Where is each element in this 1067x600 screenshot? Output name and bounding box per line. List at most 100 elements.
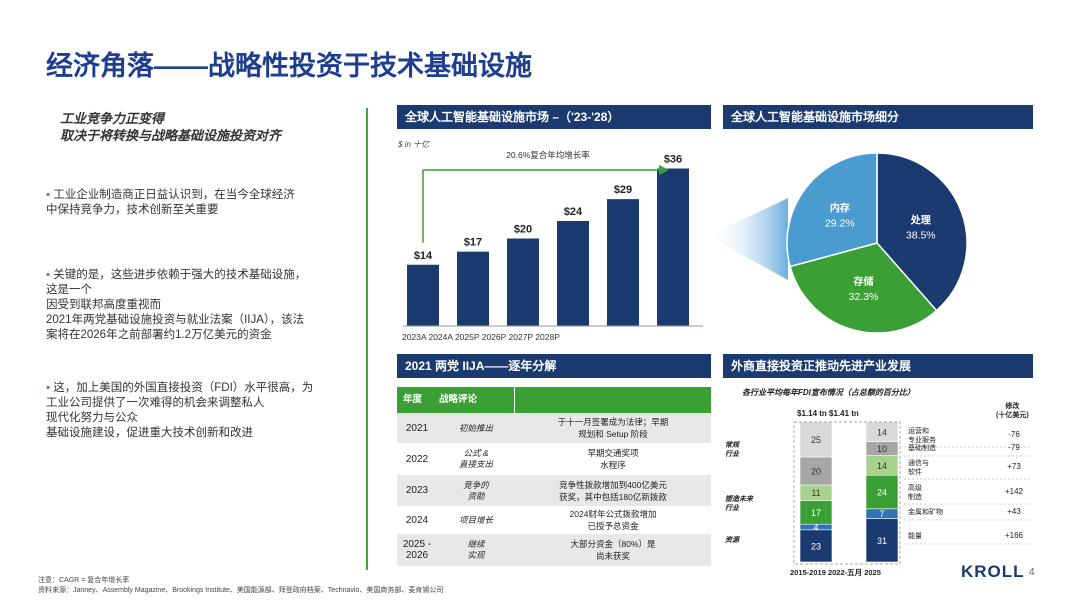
- market-bar: [507, 238, 539, 326]
- fdi-subtitle: 各行业平均每年FDI宣布情况（占总额的百分比）: [742, 388, 915, 397]
- col-header-review: 战略评论: [439, 387, 515, 413]
- fdi-change-header: 修改 (十亿美元): [996, 403, 1029, 419]
- fdi-segment-change: -76: [1008, 430, 1020, 439]
- fdi-segment-value: 25: [811, 435, 821, 445]
- fdi-segment: [865, 474, 899, 510]
- pie-slice-name: 存储: [854, 275, 874, 288]
- pie-slice: [789, 242, 938, 334]
- pie-slice-value: 29.2%: [825, 218, 855, 230]
- market-bar-value-label: $29: [614, 184, 632, 196]
- fdi-group-label: 塑造未来 行业: [725, 496, 753, 512]
- market-bar-value-label: $36: [664, 154, 682, 166]
- fdi-segment-value: 14: [877, 461, 887, 471]
- bullet-2: ▪ 关键的是，这些进步依赖于强大的技术基础设施， 这是一个 因受到联邦高度重视而…: [46, 268, 346, 343]
- unit-label: $ in 十亿: [398, 140, 430, 149]
- fdi-stacked-chart: 23 4 17 11 20 25 31 7 24 14 10 14 运营和专业服务 -76 基础制造 -79 通…: [793, 421, 1032, 565]
- iija-table-row: 2022 公式 & 直接支出 早期交通奖项 水程序: [397, 444, 711, 475]
- iija-description: 早期交通奖项 水程序: [587, 448, 639, 470]
- market-bar-value-label: $20: [514, 224, 532, 236]
- fdi-segment-value: 11: [811, 488, 820, 498]
- fdi-segment-value: 14: [877, 427, 887, 437]
- iija-stage-label: 公式 & 直接支出: [458, 448, 493, 469]
- iija-year: 2021: [405, 422, 429, 434]
- pie-slice: [876, 152, 968, 312]
- bullet-3: ▪ 这，加上美国的外国直接投资（FDI）水平很高，为 工业公司提供了一次难得的机…: [46, 381, 346, 441]
- bullet-dot-icon: ▪: [46, 382, 54, 394]
- fdi-segment-name: 通信与软件: [908, 458, 929, 476]
- fdi-segment-value: 24: [877, 488, 887, 498]
- fdi-segment-change: +73: [1007, 462, 1021, 471]
- fdi-group-label: 资源: [725, 537, 739, 544]
- market-panel-header: 全球人工智能基础设施市场 –（'23-'28）: [397, 105, 711, 129]
- fdi-x-labels: 2015-2019 2022-五月 2025: [790, 568, 881, 577]
- footnote: 注意：CAGR = 复合年增长率: [38, 577, 130, 584]
- bullet-line: 案将在2026年之前部署约1.2万亿美元的资金: [46, 329, 272, 341]
- fdi-segment-name: 基础制造: [908, 443, 936, 452]
- fdi-segment-value: 4: [813, 523, 818, 533]
- fdi-group-label: 常规 行业: [725, 442, 739, 458]
- market-bar: [657, 168, 689, 326]
- bullet-line: 2021年两党基础设施投资与就业法案（IIJA），该法: [46, 314, 305, 326]
- iija-stage-label: 竞争的 资助: [463, 479, 489, 501]
- bullet-line: 基础设施建设，促进重大技术创新和改进: [46, 427, 253, 439]
- bullet-dot-icon: ▪: [46, 269, 54, 281]
- iija-table-row: 2025 - 2026 继续 实现 大部分资金（80%）是 尚未获奖: [397, 534, 711, 567]
- pie-slice-value: 38.5%: [906, 229, 936, 241]
- bullet-line: 中保持竞争力，技术创新至关重要: [46, 204, 219, 216]
- iija-table: 年度 战略评论 2021 初始推出 于十一月签署成为法律；早期 规划和 Setup …: [397, 387, 711, 567]
- fdi-panel-header: 外商直接投资正推动先进产业发展: [723, 354, 1033, 378]
- iija-year: 2022: [405, 453, 429, 465]
- fdi-segment-value: 23: [811, 541, 821, 551]
- fdi-segment-change: +166: [1005, 531, 1024, 540]
- col-header-year: 年度: [403, 394, 423, 405]
- fdi-segment-value: 10: [877, 444, 887, 454]
- fdi-segment-change: +142: [1005, 487, 1024, 496]
- fdi-segment-name: 运营和专业服务: [908, 426, 936, 444]
- headline: 工业竞争力正变得 取决于将转换与战略基础设施投资对齐: [60, 110, 281, 144]
- segment-panel-header: 全球人工智能基础设施市场细分: [723, 105, 1033, 129]
- iija-description: 大部分资金（80%）是 尚未获奖: [570, 539, 656, 561]
- bullet-dot-icon: ▪: [46, 189, 54, 201]
- brand-logo: KROLL: [961, 562, 1025, 581]
- iija-year: 2023: [405, 485, 429, 496]
- fdi-segment-value: 31: [877, 536, 887, 546]
- headline-line: 工业竞争力正变得: [60, 111, 165, 126]
- iija-stage-label: 初始推出: [458, 422, 493, 433]
- market-bar: [407, 264, 439, 326]
- bullet-line: ▪ 关键的是，这些进步依赖于强大的技术基础设施，: [46, 269, 307, 281]
- fdi-segment-name: 高级制造: [908, 483, 922, 501]
- x-axis-labels: 2023A 2024A 2025P 2026P 2027P 2028P: [402, 332, 560, 342]
- iija-year: 2024: [405, 514, 429, 526]
- footnote: 资料来源：Janney、Assembly Magazine、Brookings …: [38, 587, 444, 594]
- iija-description: 于十一月签署成为法律；早期 规划和 Setup 阶段: [557, 417, 669, 439]
- bullet-line: ▪ 这，加上美国的外国直接投资（FDI）水平很高，为: [46, 382, 314, 394]
- market-bar-value-label: $14: [414, 250, 433, 262]
- page-title: 经济角落——战略性投资于技术基础设施: [46, 51, 532, 81]
- market-bar: [457, 251, 489, 326]
- pie-slice-name: 内存: [830, 202, 850, 215]
- fdi-segment: [799, 529, 833, 563]
- iija-table-header: 年度 战略评论: [397, 387, 711, 413]
- bullet-line: ▪ 工业企业制造商正日益认识到，在当今全球经济: [46, 189, 295, 201]
- cagr-label: 20.6%复合年均增长率: [506, 150, 590, 160]
- fdi-segment-name: 能量: [908, 531, 922, 540]
- iija-year: 2025 - 2026: [402, 539, 432, 561]
- market-bar: [557, 221, 589, 326]
- iija-table-row: 2024 项目增长 2024财年公式拨款增加 已授予总资金: [397, 507, 711, 534]
- fdi-segment-value: 17: [811, 508, 821, 518]
- market-bar-value-label: $17: [464, 237, 482, 249]
- cagr-arrow-head-icon: [659, 165, 669, 175]
- bullet-line: 因受到联邦高度重视而: [46, 299, 161, 311]
- iija-stage-label: 项目增长: [458, 514, 493, 525]
- pie-slice-name: 处理: [910, 213, 931, 226]
- market-bar-value-label: $24: [564, 206, 583, 218]
- iija-table-row: 2023 竞争的 资助 竞争性拨款增加到400亿美元 获奖，其中包括180亿新拨款: [397, 475, 711, 507]
- fdi-segment-value: 20: [811, 467, 821, 477]
- divider: [366, 108, 368, 570]
- fdi-dashed-frame: [793, 421, 901, 565]
- page-number: 4: [1029, 567, 1035, 578]
- fdi-segment-name: 金属和矿物: [908, 507, 943, 516]
- iija-description: 2024财年公式拨款增加 已授予总资金: [569, 509, 657, 531]
- fdi-segment-change: +43: [1007, 507, 1021, 516]
- fdi-segment: [799, 456, 833, 486]
